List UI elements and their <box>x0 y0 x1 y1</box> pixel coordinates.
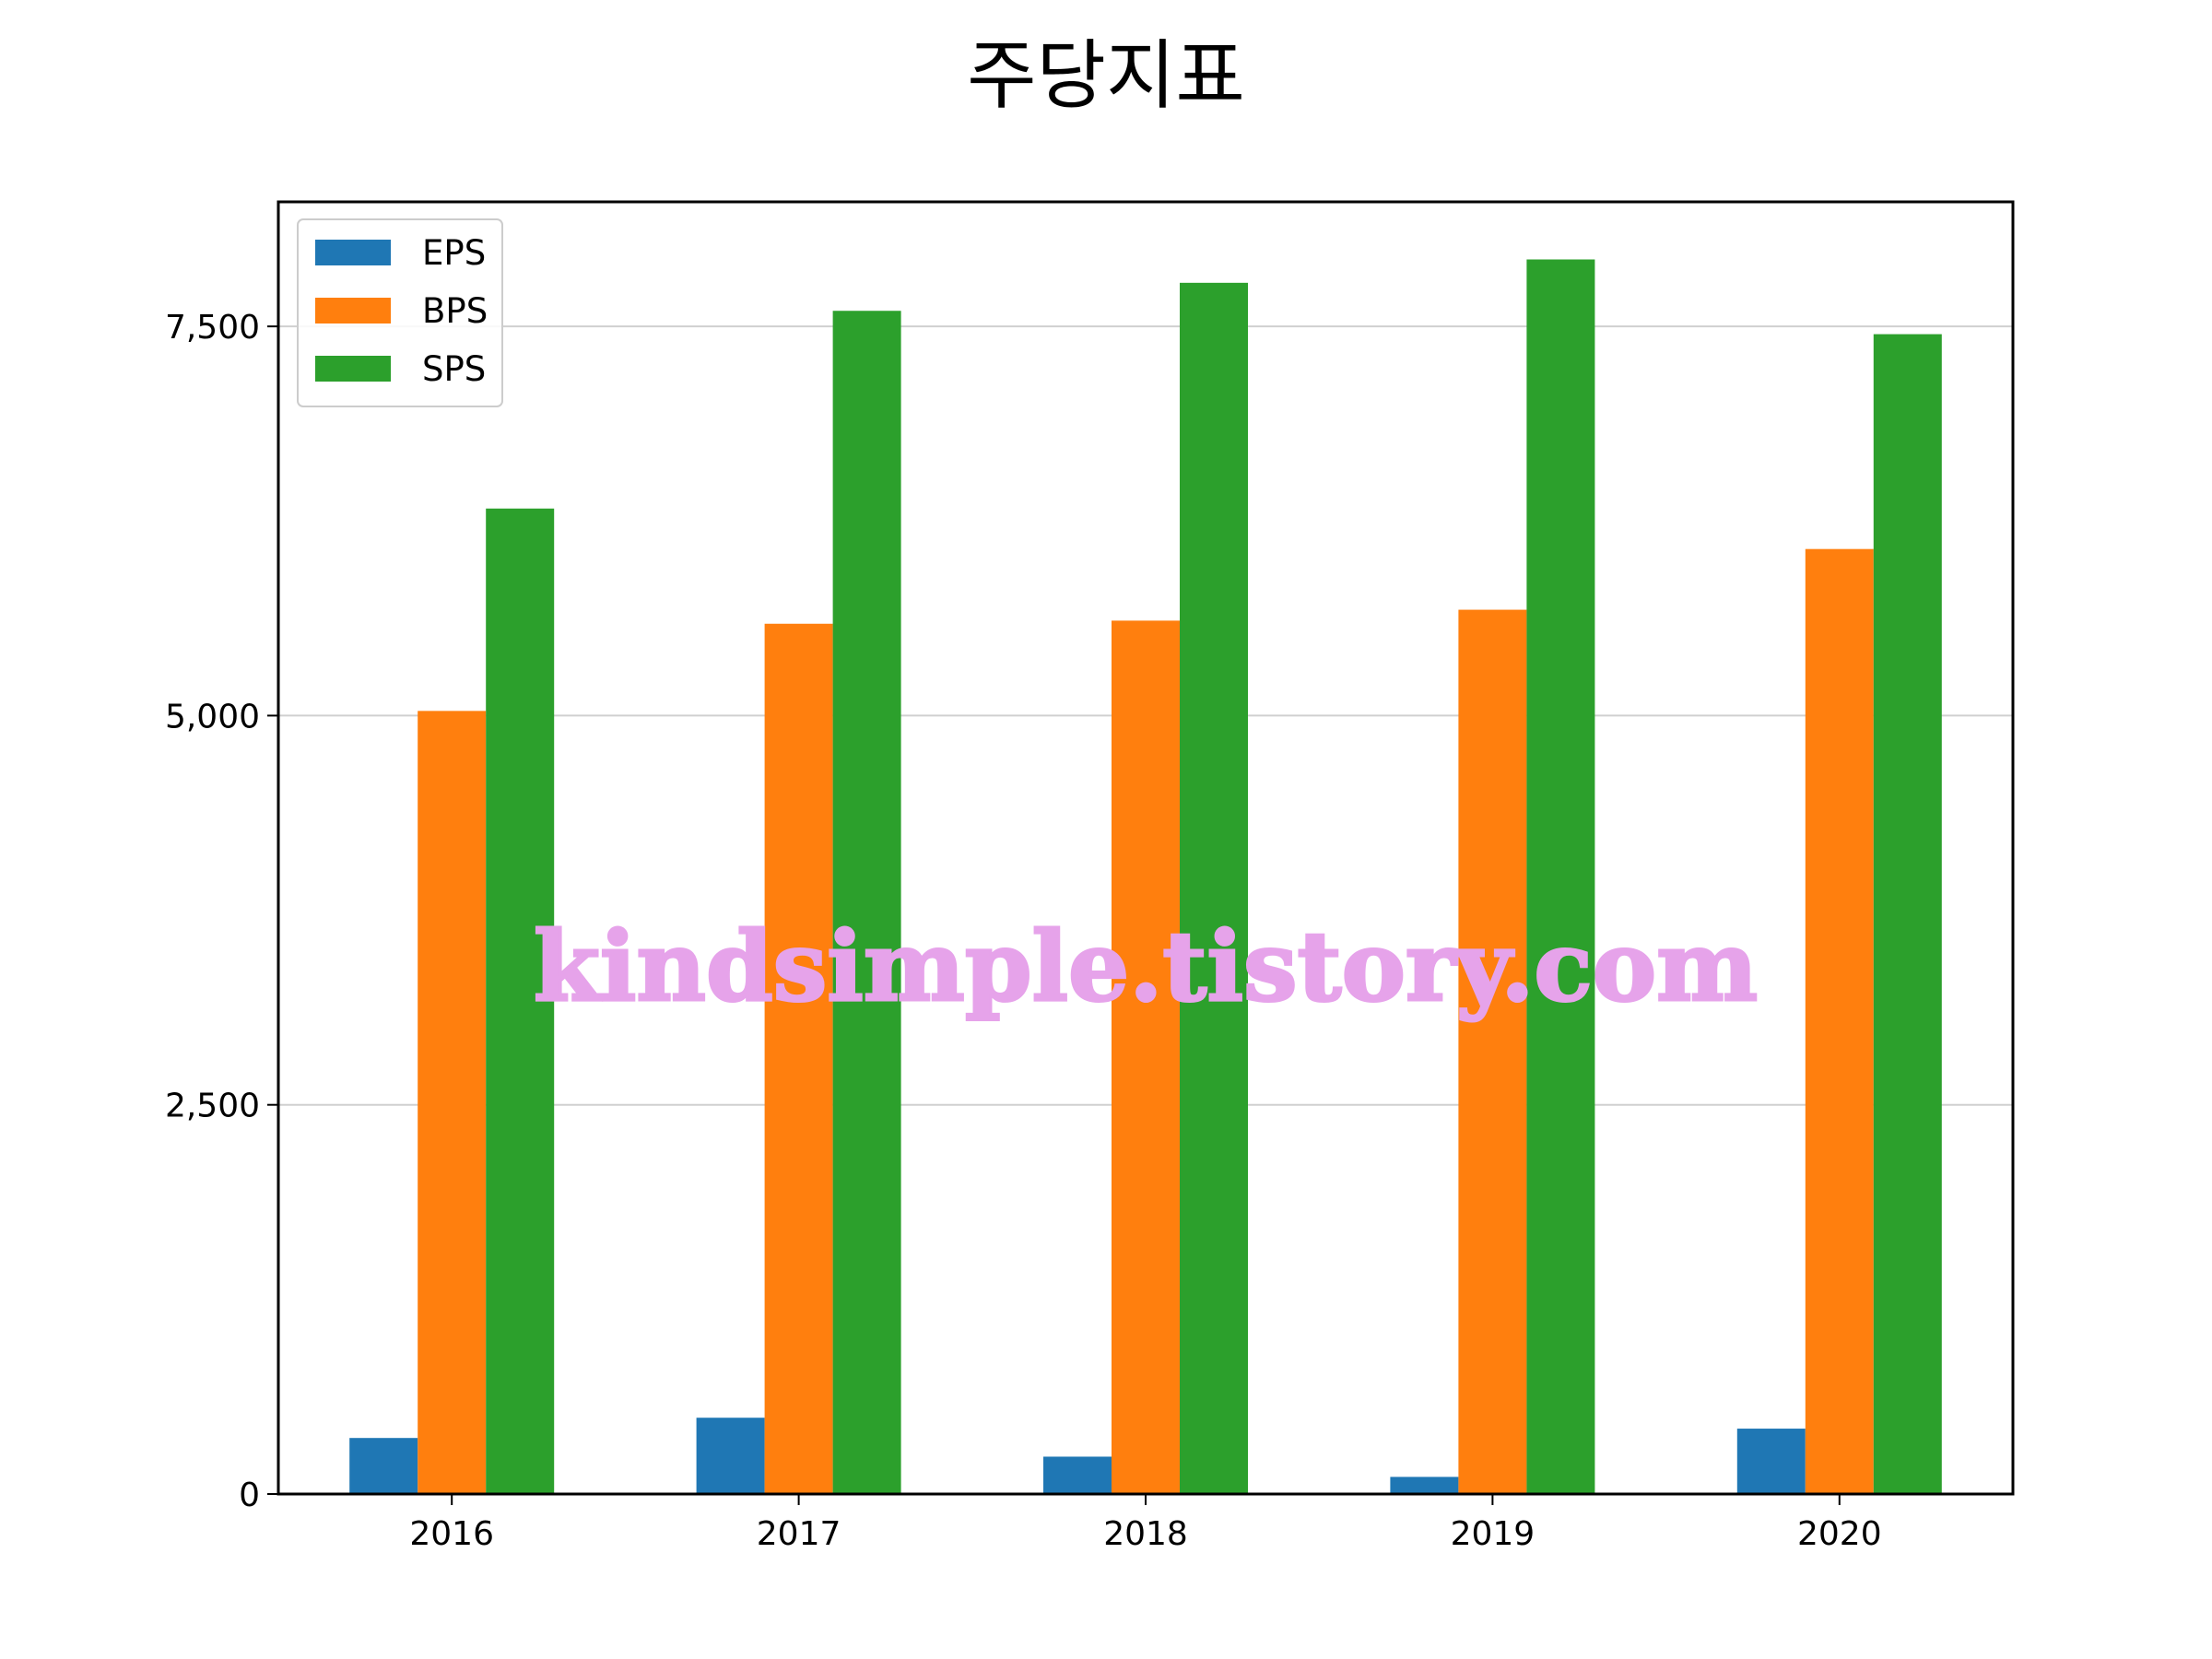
x-tick-label: 2017 <box>757 1515 841 1553</box>
y-tick-label: 2,500 <box>165 1088 260 1125</box>
bar-bps-2016 <box>418 711 487 1494</box>
y-tick-label: 0 <box>239 1477 260 1514</box>
y-tick-label: 5,000 <box>165 698 260 735</box>
legend: EPS BPS SPS <box>297 218 503 407</box>
bar-sps-2020 <box>1873 334 1942 1494</box>
bar-bps-2017 <box>764 623 833 1494</box>
bar-sps-2018 <box>1180 282 1248 1494</box>
chart-title: 주당지표 <box>967 32 1245 120</box>
legend-label-eps: EPS <box>422 233 486 273</box>
bar-eps-2019 <box>1390 1477 1459 1494</box>
bar-eps-2018 <box>1043 1456 1112 1494</box>
bar-sps-2019 <box>1526 259 1595 1495</box>
x-tick-label: 2020 <box>1797 1515 1882 1553</box>
bar-eps-2020 <box>1736 1429 1806 1494</box>
bars <box>349 259 1942 1495</box>
x-tick-label: 2016 <box>409 1515 494 1553</box>
bar-eps-2017 <box>696 1418 765 1494</box>
x-tick-label: 2019 <box>1451 1515 1535 1553</box>
legend-label-bps: BPS <box>422 291 488 331</box>
bar-eps-2016 <box>349 1438 418 1494</box>
bar-sps-2016 <box>486 508 555 1494</box>
y-tick-label: 7,500 <box>165 309 260 347</box>
x-tick-label: 2018 <box>1103 1515 1188 1553</box>
legend-swatch-sps <box>315 356 391 382</box>
bar-bps-2020 <box>1805 548 1874 1495</box>
legend-label-sps: SPS <box>422 349 486 389</box>
watermark: kindsimple.tistory.com <box>534 910 1758 1023</box>
bar-bps-2018 <box>1112 620 1180 1494</box>
bar-sps-2017 <box>832 311 901 1494</box>
axis-ticks: 0 2,500 5,000 7,500 2016 2017 2018 2019 2020 <box>165 309 1882 1553</box>
legend-swatch-bps <box>315 298 391 324</box>
bar-bps-2019 <box>1458 609 1527 1494</box>
legend-swatch-eps <box>315 240 391 265</box>
